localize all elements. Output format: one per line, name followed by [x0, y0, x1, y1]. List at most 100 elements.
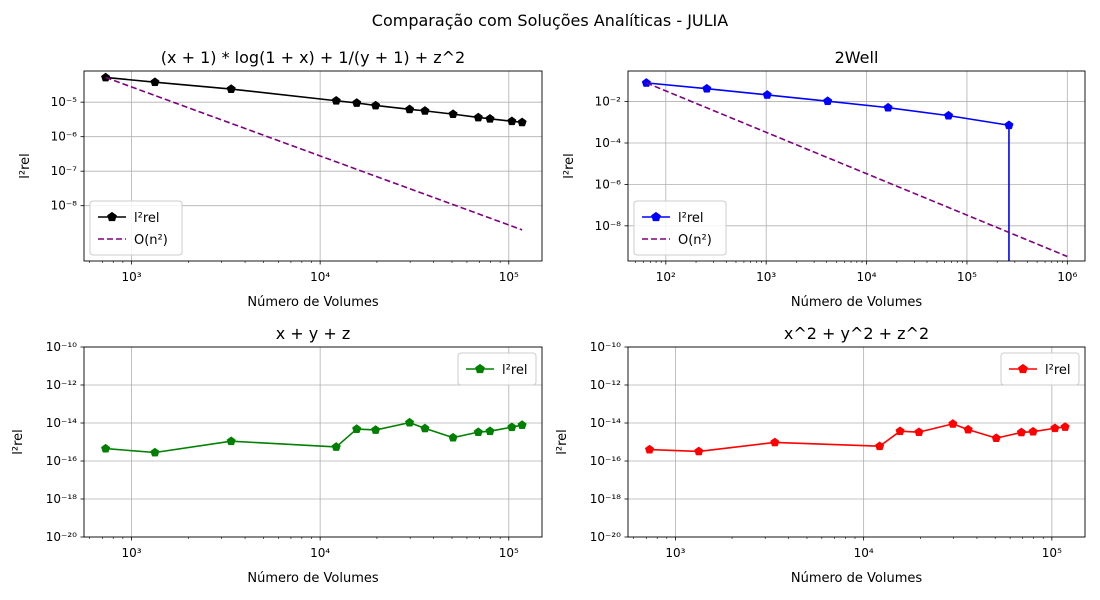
y-tick-label: 10⁻¹⁸ — [46, 492, 77, 506]
x-tick-label: 10⁶ — [1057, 270, 1077, 284]
data-point — [507, 116, 517, 126]
axes-frame — [627, 70, 1086, 262]
data-point — [448, 109, 458, 119]
y-tick-label: 10⁻¹⁶ — [46, 454, 77, 468]
legend-label: l²rel — [134, 211, 160, 226]
legend-label: O(n²) — [678, 233, 712, 248]
y-tick-label: 10⁻⁷ — [51, 164, 78, 178]
y-axis-label: l²rel — [555, 429, 570, 455]
series-line — [649, 423, 1066, 453]
data-point — [1016, 427, 1027, 437]
series-1 — [644, 419, 1070, 456]
data-point — [448, 432, 458, 442]
data-point — [150, 447, 160, 457]
x-tick-label: 10⁴ — [857, 270, 877, 284]
y-tick-label: 10⁻²⁰ — [46, 530, 77, 544]
legend: l²rel — [1000, 352, 1080, 386]
y-axis-label: l²rel — [18, 153, 33, 179]
data-point — [420, 423, 430, 433]
data-point — [331, 442, 341, 451]
data-point — [352, 98, 362, 107]
data-point — [404, 417, 415, 427]
subplot-title: x^2 + y^2 + z^2 — [784, 324, 929, 343]
legend-label: O(n²) — [134, 233, 168, 248]
series-1 — [641, 78, 1014, 261]
data-point — [641, 78, 651, 87]
data-point — [895, 426, 905, 436]
data-point — [507, 422, 517, 432]
y-tick-label: 10⁻¹² — [590, 378, 621, 392]
data-point — [473, 427, 483, 437]
series-2 — [646, 82, 1068, 258]
series-2 — [105, 76, 523, 231]
data-point — [485, 426, 495, 436]
legend-swatch-marker — [1018, 363, 1028, 374]
legend-swatch-marker — [475, 363, 485, 374]
y-tick-label: 10⁻¹⁰ — [46, 340, 77, 354]
subplots: 10³ 10⁴ 10⁵ 10⁻⁸ 10⁻⁷ 10⁻⁶ 10⁻⁵ (x + 1) * log(1… — [11, 48, 1086, 586]
data-point — [1050, 423, 1060, 433]
y-tick-label: 10⁻¹⁸ — [590, 492, 621, 506]
y-tick-label: 10⁻¹⁴ — [46, 416, 77, 430]
y-tick-label: 10⁻¹⁰ — [590, 340, 621, 354]
data-point — [823, 96, 833, 106]
series-1 — [101, 72, 527, 127]
y-tick-label: 10⁻⁸ — [51, 199, 78, 213]
y-tick-label: 10⁻¹⁶ — [590, 454, 621, 468]
y-axis-label: l²rel — [11, 429, 26, 455]
y-tick-label: 10⁻⁶ — [595, 177, 622, 191]
subplot-3: 10³ 10⁴ 10⁵ 10⁻²⁰ 10⁻¹⁸ 10⁻¹⁶ 10⁻¹⁴ 10⁻¹² 10⁻¹⁰ x… — [11, 324, 543, 586]
legend: l²rel — [457, 352, 537, 386]
data-point — [875, 441, 885, 451]
subplot-title: x + y + z — [276, 324, 351, 343]
data-point — [1060, 422, 1070, 431]
data-point — [644, 444, 655, 454]
series-line — [646, 82, 1068, 258]
x-tick-label: 10⁵ — [499, 270, 519, 284]
x-axis-label: Número de Volumes — [247, 295, 379, 310]
axes-frame — [627, 346, 1086, 538]
y-tick-label: 10⁻² — [595, 95, 622, 109]
data-point — [1028, 426, 1038, 436]
x-tick-label: 10³ — [121, 546, 141, 560]
subplot-title: 2Well — [835, 48, 879, 67]
data-point — [702, 83, 712, 93]
legend-label: l²rel — [678, 211, 704, 226]
data-point — [991, 433, 1001, 443]
x-tick-label: 10⁴ — [310, 546, 330, 560]
subplot-2: 10² 10³ 10⁴ 10⁵ 10⁶ 10⁻⁸ 10⁻⁶ 10⁻⁴ 10⁻² 2Well Núme… — [562, 48, 1086, 310]
legend-swatch-marker — [107, 211, 117, 222]
legend: l²rel O(n²) — [633, 200, 727, 256]
data-point — [1004, 120, 1014, 130]
x-tick-label: 10⁴ — [854, 546, 874, 560]
y-tick-label: 10⁻¹² — [46, 378, 77, 392]
legend-frame — [457, 352, 537, 386]
y-tick-label: 10⁻⁸ — [595, 219, 622, 233]
x-tick-label: 10³ — [756, 270, 776, 284]
subplot-1: 10³ 10⁴ 10⁵ 10⁻⁸ 10⁻⁷ 10⁻⁶ 10⁻⁵ (x + 1) * log(1… — [18, 48, 543, 310]
data-point — [485, 113, 495, 123]
data-point — [914, 427, 924, 437]
series-line — [646, 82, 1010, 261]
x-tick-label: 10³ — [665, 546, 685, 560]
data-point — [352, 424, 362, 433]
figure-suptitle: Comparação com Soluções Analíticas - JUL… — [372, 11, 728, 30]
x-tick-label: 10⁵ — [1042, 546, 1062, 560]
data-point — [150, 77, 160, 87]
y-tick-label: 10⁻²⁰ — [590, 530, 621, 544]
series-1 — [101, 417, 527, 457]
subplot-4: 10³ 10⁴ 10⁵ 10⁻²⁰ 10⁻¹⁸ 10⁻¹⁶ 10⁻¹⁴ 10⁻¹² 10⁻¹⁰ x… — [555, 324, 1086, 586]
axes-frame — [83, 70, 543, 262]
series-line — [105, 76, 523, 231]
legend-frame — [1000, 352, 1080, 386]
y-tick-label: 10⁻⁵ — [51, 95, 78, 109]
data-point — [517, 420, 527, 429]
data-point — [762, 90, 772, 99]
x-tick-label: 10⁵ — [499, 546, 519, 560]
legend-label: l²rel — [1045, 363, 1071, 378]
x-tick-label: 10³ — [121, 270, 141, 284]
data-point — [101, 443, 111, 453]
y-axis-label: l²rel — [562, 153, 577, 179]
x-tick-label: 10⁵ — [957, 270, 977, 284]
